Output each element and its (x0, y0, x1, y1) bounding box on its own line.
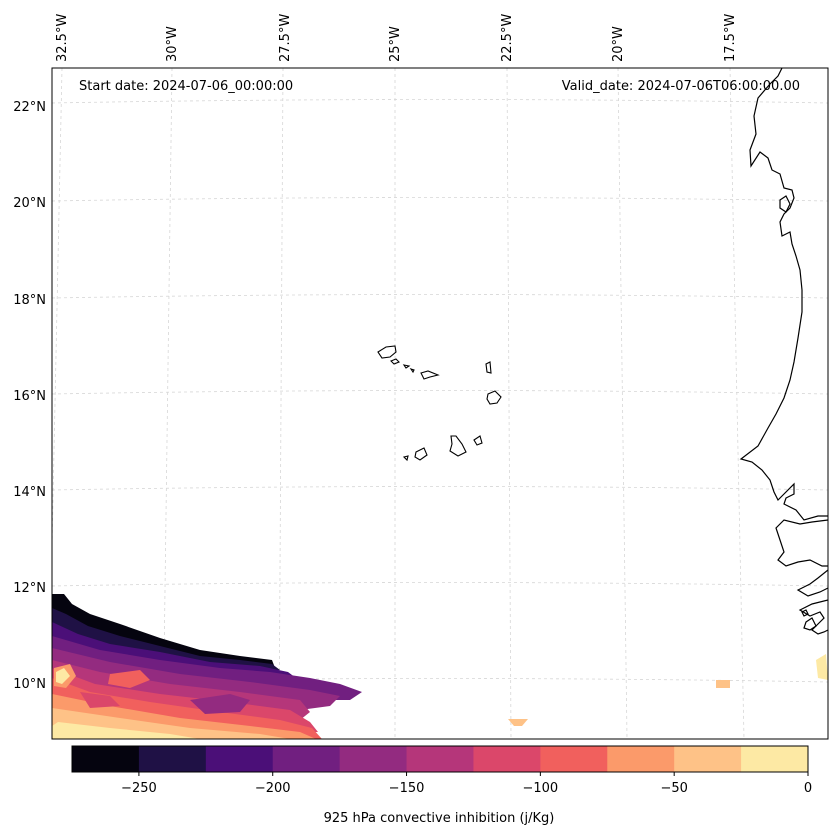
cin-patch-coast (816, 654, 828, 680)
colorbar-tick-label: −200 (255, 781, 291, 796)
cape-verde-islands (377, 345, 502, 462)
lat-label-14n: 14°N (13, 485, 46, 500)
cin-patch-south (508, 719, 528, 726)
lat-label-16n: 16°N (13, 389, 46, 404)
map-area (52, 68, 828, 739)
colorbar-segment (72, 746, 140, 772)
lat-label-20n: 20°N (13, 196, 46, 211)
colorbar-tick-label: 0 (804, 781, 812, 796)
colorbar: −250 −200 −150 −100 −50 0 (71, 745, 812, 796)
lon-label-32.5w: 32.5°W (55, 14, 70, 62)
lat-label-18n: 18°N (13, 293, 46, 308)
cin-patch-east (716, 680, 730, 688)
africa-coastline (739, 68, 828, 635)
colorbar-tick-label: −250 (121, 781, 157, 796)
cin-contours (52, 594, 828, 739)
colorbar-tick-label: −150 (389, 781, 425, 796)
colorbar-segment (339, 746, 408, 772)
lon-label-27.5w: 27.5°W (278, 14, 293, 62)
longitude-labels: 32.5°W 30°W 27.5°W 25°W 22.5°W 20°W 17.5… (55, 14, 738, 62)
lon-label-30w: 30°W (165, 26, 180, 62)
colorbar-segment (741, 746, 809, 772)
colorbar-segment (272, 746, 341, 772)
colorbar-tick-label: −100 (523, 781, 559, 796)
lon-label-25w: 25°W (388, 26, 403, 62)
lat-label-22n: 22°N (13, 100, 46, 115)
lat-label-10n: 10°N (13, 677, 46, 692)
colorbar-label: 925 hPa convective inhibition (j/Kg) (324, 811, 555, 826)
colorbar-tick-label: −50 (660, 781, 687, 796)
colorbar-segment (540, 746, 608, 772)
lat-label-12n: 12°N (13, 581, 46, 596)
colorbar-frame (71, 745, 809, 773)
colorbar-segment (406, 746, 474, 772)
valid-date-label: Valid_date: 2024-07-06T06:00:00.00 (562, 79, 800, 94)
colorbar-segment (473, 746, 541, 772)
map-border (51, 67, 829, 740)
colorbar-segment (674, 746, 742, 772)
lon-label-22.5w: 22.5°W (500, 14, 515, 62)
longitude-gridlines (52, 68, 745, 739)
lon-label-17.5w: 17.5°W (723, 14, 738, 62)
colorbar-segment (138, 746, 207, 772)
cin-band-25 (52, 722, 200, 739)
colorbar-segment (205, 746, 274, 772)
start-date-label: Start date: 2024-07-06_00:00:00 (79, 79, 293, 94)
lon-label-20w: 20°W (611, 26, 626, 62)
latitude-labels: 22°N 20°N 18°N 16°N 14°N 12°N 10°N (13, 100, 46, 692)
colorbar-segment (607, 746, 675, 772)
cin-band-200 (52, 636, 362, 700)
